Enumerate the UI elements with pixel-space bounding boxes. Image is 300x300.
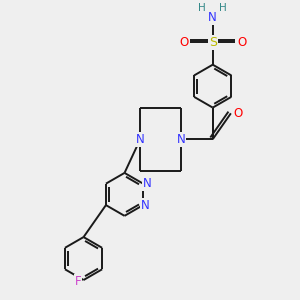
Text: N: N — [141, 199, 149, 212]
Text: N: N — [142, 177, 151, 190]
Text: O: O — [179, 36, 188, 49]
Text: H: H — [219, 3, 227, 13]
Text: O: O — [233, 107, 242, 120]
Text: O: O — [237, 36, 246, 49]
Text: H: H — [199, 3, 206, 13]
Text: N: N — [136, 133, 145, 146]
Text: F: F — [75, 275, 81, 288]
Text: N: N — [208, 11, 217, 24]
Text: S: S — [209, 36, 217, 49]
Text: N: N — [177, 133, 185, 146]
